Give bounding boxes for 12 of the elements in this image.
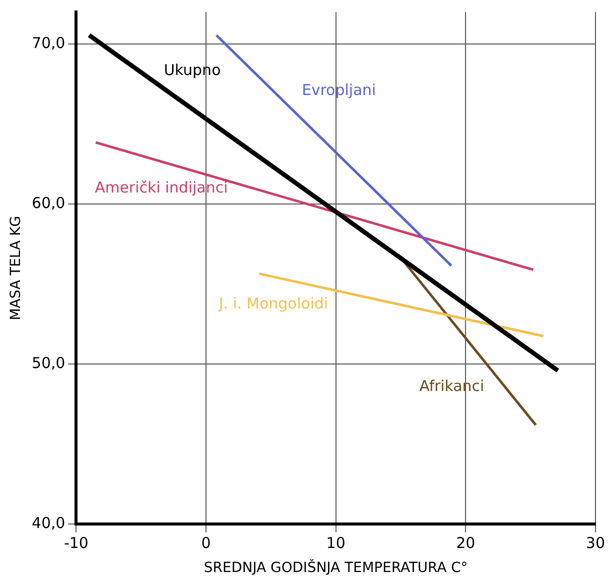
x-tick-label: 0 — [201, 534, 211, 552]
y-tick-label: 70,0 — [32, 34, 66, 52]
y-tick-label: 60,0 — [32, 194, 66, 212]
x-axis-title: SREDNJA GODIŠNJA TEMPERATURA C° — [204, 559, 468, 576]
x-tick-label: 20 — [456, 534, 476, 552]
x-tick-label: -10 — [64, 534, 88, 552]
y-tick-label: 40,0 — [32, 514, 66, 532]
x-tick-label: 30 — [586, 534, 606, 552]
y-tick-label: 50,0 — [32, 354, 66, 372]
x-tick-label: 10 — [326, 534, 346, 552]
series-label: J. i. Mongoloidi — [218, 294, 328, 313]
y-axis-title: MASA TELA KG — [8, 216, 24, 320]
